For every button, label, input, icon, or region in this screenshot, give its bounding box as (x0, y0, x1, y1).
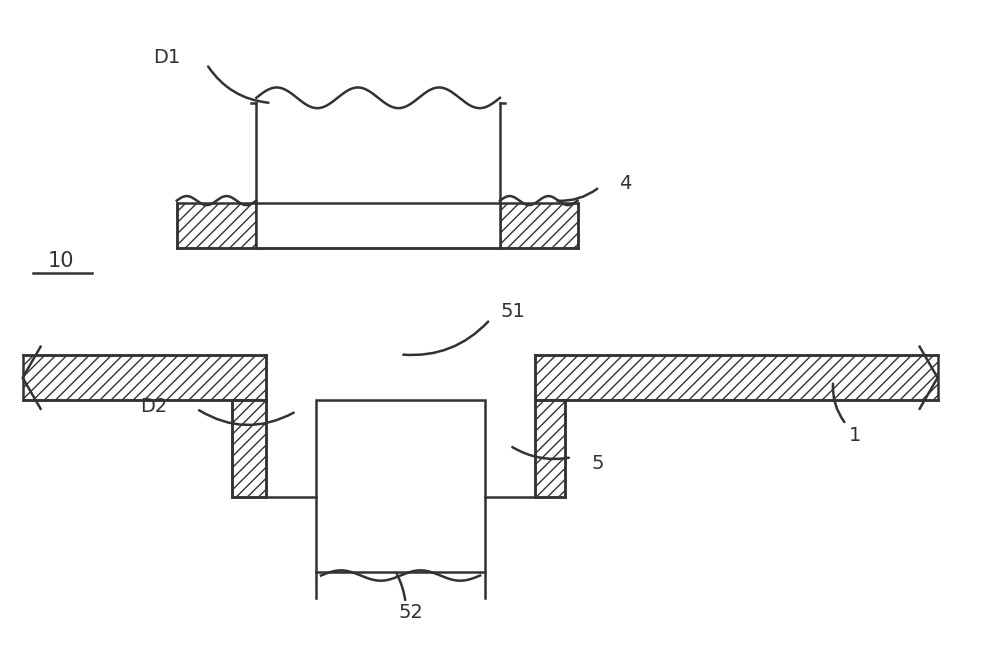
Text: 51: 51 (500, 303, 525, 321)
Bar (535, 400, 565, 497)
Bar (535, 355, 938, 400)
Bar (177, 203, 256, 248)
Text: 52: 52 (398, 603, 423, 622)
Bar (256, 203, 500, 248)
Text: 10: 10 (47, 252, 74, 271)
Bar (500, 203, 578, 248)
Text: 1: 1 (849, 426, 861, 445)
Bar (232, 400, 266, 497)
Text: D1: D1 (153, 48, 180, 67)
Text: D2: D2 (140, 397, 168, 417)
Bar (316, 400, 485, 572)
Text: 4: 4 (619, 174, 631, 193)
Text: 5: 5 (591, 454, 604, 473)
Bar (23, 355, 266, 400)
